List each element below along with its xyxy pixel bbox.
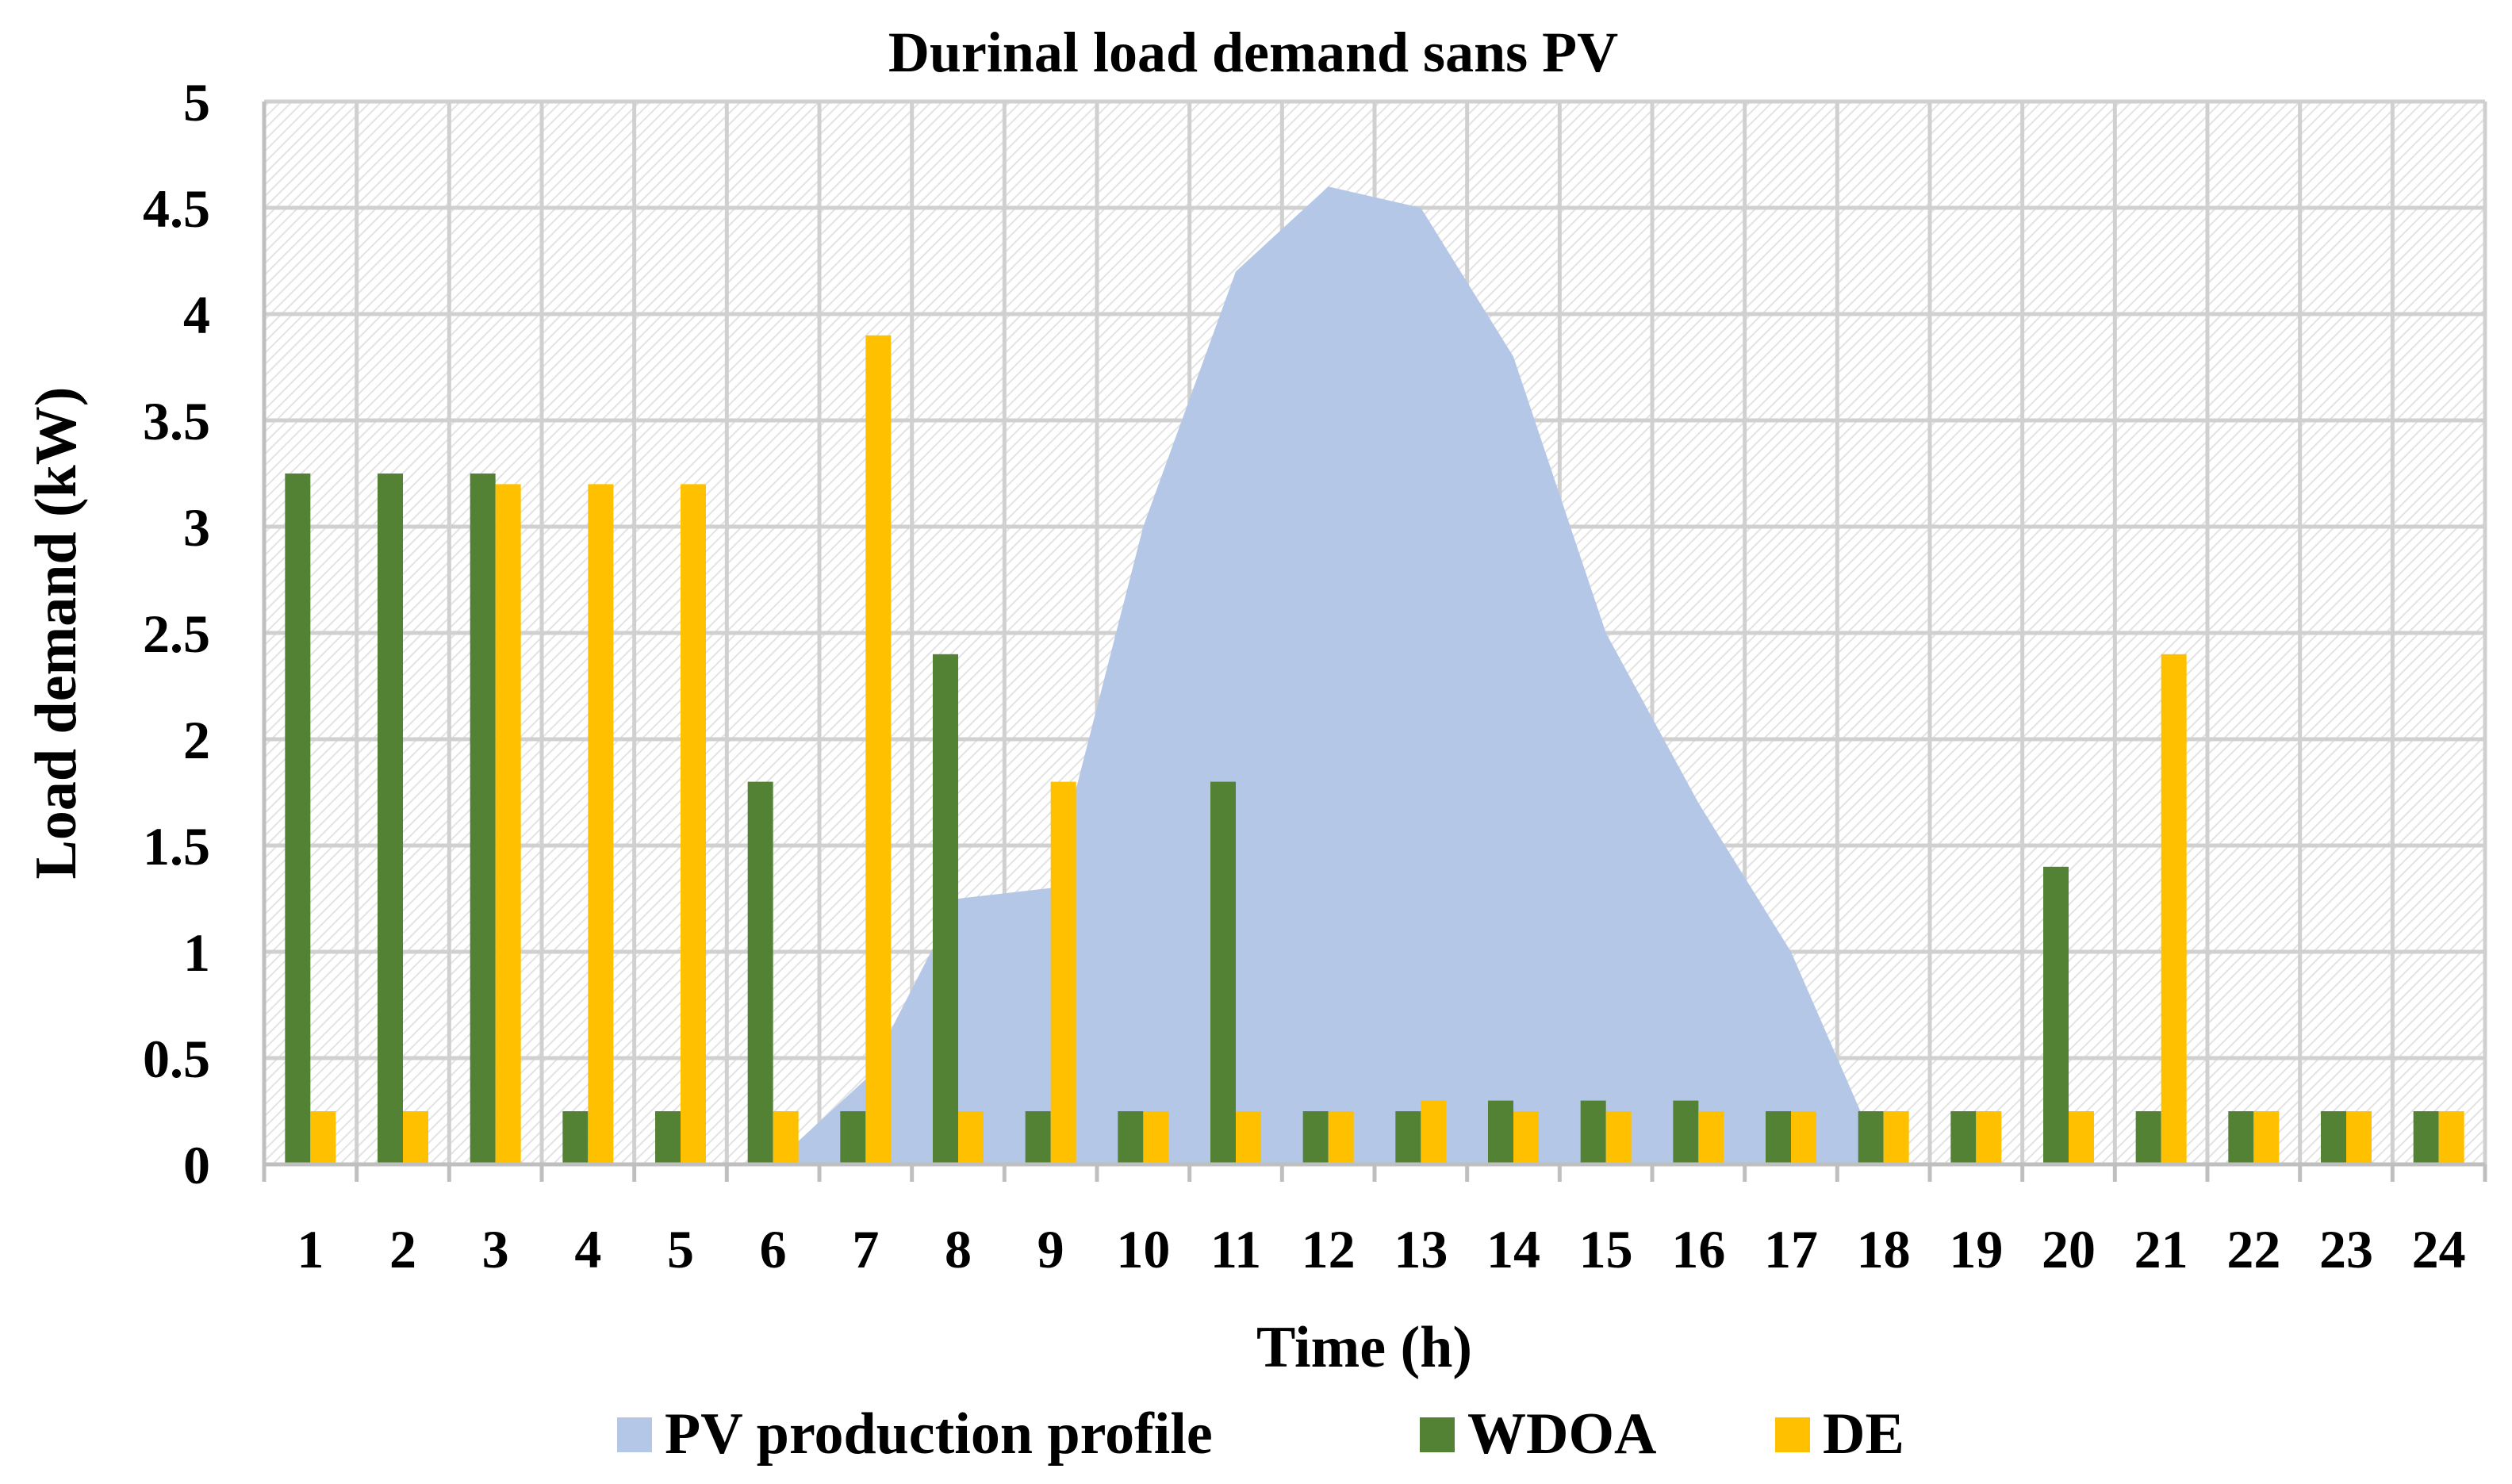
bar-wdoa-10 — [1118, 1111, 1144, 1164]
bar-de-24 — [2438, 1111, 2464, 1164]
bar-de-18 — [1883, 1111, 1909, 1164]
y-tick-label: 3.5 — [143, 391, 210, 451]
bar-wdoa-12 — [1302, 1111, 1329, 1164]
bar-de-17 — [1791, 1111, 1816, 1164]
bar-wdoa-15 — [1580, 1100, 1606, 1164]
bar-wdoa-6 — [747, 781, 773, 1164]
axes-layer — [262, 102, 2487, 1182]
x-tick-label: 13 — [1394, 1219, 1448, 1279]
bar-de-5 — [681, 484, 706, 1164]
bar-de-11 — [1236, 1111, 1261, 1164]
x-tick-label: 12 — [1302, 1219, 1356, 1279]
x-tick-label: 21 — [2134, 1219, 2188, 1279]
x-tick-label: 20 — [2042, 1219, 2096, 1279]
x-tick-label: 9 — [1037, 1219, 1064, 1279]
bar-wdoa-14 — [1488, 1100, 1513, 1164]
bar-de-7 — [865, 335, 892, 1164]
bar-de-6 — [773, 1111, 799, 1164]
bar-de-3 — [495, 484, 521, 1164]
bar-wdoa-18 — [1858, 1111, 1884, 1164]
x-axis-label: Time (h) — [1256, 1315, 1472, 1380]
bar-wdoa-19 — [1950, 1111, 1977, 1164]
y-axis-label: Load demand (kW) — [24, 387, 89, 880]
x-tick-label: 1 — [297, 1219, 324, 1279]
bar-wdoa-9 — [1025, 1111, 1051, 1164]
bar-de-2 — [403, 1111, 428, 1164]
bar-de-22 — [2253, 1111, 2280, 1164]
y-tick-label: 1 — [183, 922, 210, 983]
x-tick-label: 3 — [482, 1219, 509, 1279]
bar-de-23 — [2346, 1111, 2372, 1164]
x-tick-label: 16 — [1671, 1219, 1725, 1279]
bar-wdoa-23 — [2321, 1111, 2346, 1164]
x-tick-label: 11 — [1210, 1219, 1261, 1279]
x-tick-labels: 1 2 3 4 5 6 7 8 9 10 11 12 13 14 15 16 17 18 19 20 21 22 23 24 — [297, 1219, 2465, 1279]
bar-wdoa-2 — [378, 474, 403, 1164]
x-tick-label: 8 — [945, 1219, 972, 1279]
bar-wdoa-7 — [840, 1111, 866, 1164]
bar-wdoa-20 — [2043, 866, 2069, 1164]
y-tick-labels: 0 0.5 1 1.5 2 2.5 3 3.5 4 4.5 5 — [143, 72, 210, 1195]
x-tick-label: 2 — [389, 1219, 416, 1279]
x-tick-label: 10 — [1116, 1219, 1170, 1279]
bar-de-16 — [1698, 1111, 1724, 1164]
bar-wdoa-3 — [470, 474, 496, 1164]
y-tick-label: 5 — [183, 72, 210, 132]
bar-de-9 — [1050, 781, 1076, 1164]
bar-de-10 — [1143, 1111, 1169, 1164]
legend-swatch-pv — [617, 1417, 652, 1452]
bar-de-15 — [1605, 1111, 1632, 1164]
x-tick-label: 18 — [1857, 1219, 1911, 1279]
x-tick-label: 19 — [1949, 1219, 2003, 1279]
bar-de-4 — [588, 484, 614, 1164]
bar-de-19 — [1976, 1111, 2002, 1164]
bar-de-14 — [1513, 1111, 1539, 1164]
bar-de-8 — [958, 1111, 984, 1164]
bar-wdoa-24 — [2413, 1111, 2439, 1164]
x-tick-label: 17 — [1764, 1219, 1818, 1279]
legend-label-de: DE — [1823, 1402, 1904, 1467]
bar-wdoa-13 — [1395, 1111, 1421, 1164]
legend-label-wdoa: WDOA — [1467, 1402, 1656, 1467]
y-tick-label: 2.5 — [143, 604, 210, 664]
bar-de-13 — [1421, 1100, 1447, 1164]
bar-de-21 — [2161, 654, 2187, 1164]
y-tick-label: 3 — [183, 497, 210, 558]
bar-de-20 — [2069, 1111, 2094, 1164]
chart-title: Durinal load demand sans PV — [888, 21, 1618, 84]
bar-wdoa-16 — [1673, 1100, 1699, 1164]
x-tick-label: 7 — [852, 1219, 879, 1279]
bar-de-1 — [310, 1111, 336, 1164]
legend-swatch-wdoa — [1420, 1417, 1455, 1452]
y-tick-label: 2 — [183, 710, 210, 770]
bar-wdoa-5 — [655, 1111, 681, 1164]
y-tick-label: 0.5 — [143, 1029, 210, 1089]
x-tick-label: 5 — [667, 1219, 694, 1279]
x-tick-label: 14 — [1486, 1219, 1540, 1279]
bar-wdoa-11 — [1210, 781, 1236, 1164]
legend: PV production profile WDOA DE — [617, 1402, 1904, 1467]
y-tick-label: 0 — [183, 1135, 210, 1195]
bar-wdoa-21 — [2135, 1111, 2161, 1164]
bar-wdoa-1 — [285, 474, 311, 1164]
legend-label-pv: PV production profile — [665, 1402, 1213, 1467]
x-tick-label: 23 — [2319, 1219, 2373, 1279]
y-tick-label: 4.5 — [143, 178, 210, 239]
bar-wdoa-22 — [2228, 1111, 2254, 1164]
x-tick-label: 22 — [2226, 1219, 2280, 1279]
bar-wdoa-4 — [562, 1111, 589, 1164]
y-tick-label: 4 — [183, 285, 210, 345]
legend-swatch-de — [1775, 1417, 1810, 1452]
bar-wdoa-17 — [1766, 1111, 1791, 1164]
x-tick-label: 24 — [2412, 1219, 2466, 1279]
y-tick-label: 1.5 — [143, 816, 210, 876]
bars-layer — [285, 335, 2464, 1164]
bar-de-12 — [1328, 1111, 1354, 1164]
bar-wdoa-8 — [933, 654, 958, 1164]
x-tick-label: 6 — [760, 1219, 787, 1279]
x-tick-label: 4 — [574, 1219, 601, 1279]
x-tick-label: 15 — [1579, 1219, 1633, 1279]
